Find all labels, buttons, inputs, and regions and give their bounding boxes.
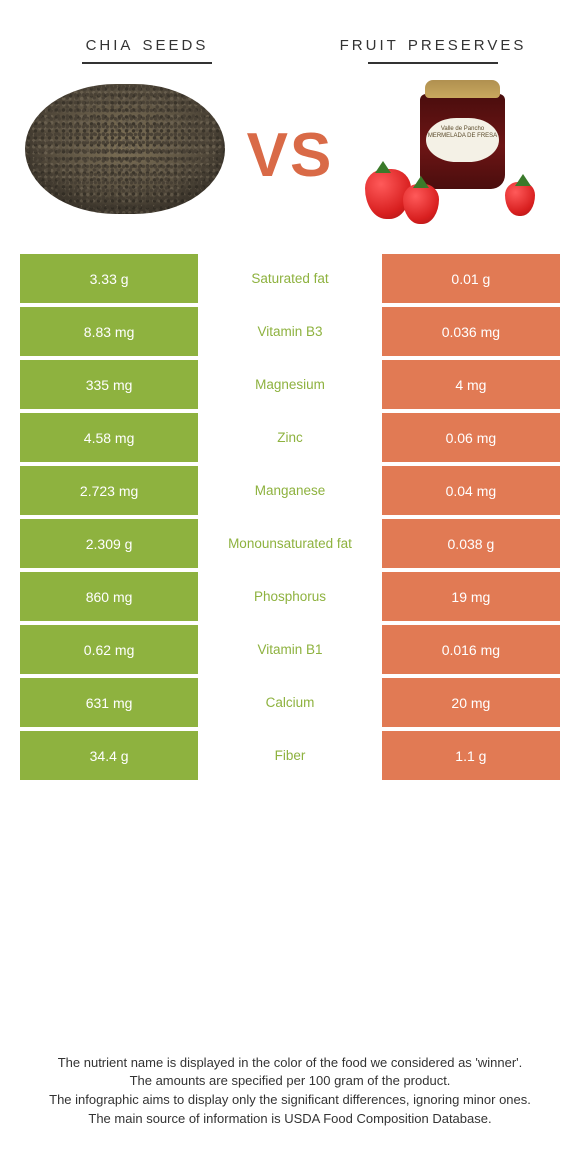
cell-right-value: 0.038 g: [382, 519, 560, 568]
cell-left-value: 4.58 mg: [20, 413, 198, 462]
cell-nutrient-label: Phosphorus: [198, 572, 382, 621]
header: chia seeds fruit preserves: [0, 0, 580, 64]
footer-line: The amounts are specified per 100 gram o…: [35, 1072, 545, 1091]
cell-nutrient-label: Fiber: [198, 731, 382, 780]
jar-label-line2: MERMELADA DE FRESA: [428, 133, 497, 139]
table-row: 34.4 gFiber1.1 g: [20, 731, 560, 780]
strawberry-icon: [403, 184, 439, 224]
table-row: 860 mgPhosphorus19 mg: [20, 572, 560, 621]
footer-line: The infographic aims to display only the…: [35, 1091, 545, 1110]
cell-right-value: 0.01 g: [382, 254, 560, 303]
strawberry-icon: [505, 182, 535, 216]
cell-nutrient-label: Monounsaturated fat: [198, 519, 382, 568]
jar-label-line1: Valle de Pancho: [441, 126, 484, 132]
cell-nutrient-label: Magnesium: [198, 360, 382, 409]
table-row: 4.58 mgZinc0.06 mg: [20, 413, 560, 462]
cell-right-value: 0.016 mg: [382, 625, 560, 674]
cell-left-value: 335 mg: [20, 360, 198, 409]
cell-right-value: 0.036 mg: [382, 307, 560, 356]
cell-nutrient-label: Manganese: [198, 466, 382, 515]
table-row: 0.62 mgVitamin B10.016 mg: [20, 625, 560, 674]
cell-right-value: 20 mg: [382, 678, 560, 727]
cell-left-value: 34.4 g: [20, 731, 198, 780]
cell-left-value: 0.62 mg: [20, 625, 198, 674]
header-right: fruit preserves: [316, 30, 550, 64]
cell-nutrient-label: Vitamin B3: [198, 307, 382, 356]
comparison-table: 3.33 gSaturated fat0.01 g8.83 mgVitamin …: [20, 254, 560, 780]
title-left: chia seeds: [30, 30, 264, 56]
table-row: 335 mgMagnesium4 mg: [20, 360, 560, 409]
footer: The nutrient name is displayed in the co…: [35, 1054, 545, 1129]
chia-seeds-image: [25, 84, 225, 214]
cell-nutrient-label: Zinc: [198, 413, 382, 462]
images-row: VS Valle de Pancho MERMELADA DE FRESA: [0, 74, 580, 244]
cell-left-value: 631 mg: [20, 678, 198, 727]
vs-badge: VS: [247, 120, 334, 191]
header-left: chia seeds: [30, 30, 264, 64]
cell-nutrient-label: Saturated fat: [198, 254, 382, 303]
cell-left-value: 2.723 mg: [20, 466, 198, 515]
table-row: 3.33 gSaturated fat0.01 g: [20, 254, 560, 303]
seed-pile-icon: [25, 84, 225, 214]
cell-right-value: 0.06 mg: [382, 413, 560, 462]
table-row: 631 mgCalcium20 mg: [20, 678, 560, 727]
jar-icon: Valle de Pancho MERMELADA DE FRESA: [420, 94, 505, 189]
title-right-underline: [368, 62, 498, 64]
cell-left-value: 8.83 mg: [20, 307, 198, 356]
cell-left-value: 860 mg: [20, 572, 198, 621]
jar-scene-icon: Valle de Pancho MERMELADA DE FRESA: [365, 94, 535, 224]
footer-line: The nutrient name is displayed in the co…: [35, 1054, 545, 1073]
fruit-preserves-image: Valle de Pancho MERMELADA DE FRESA: [365, 94, 535, 224]
cell-right-value: 0.04 mg: [382, 466, 560, 515]
table-row: 2.723 mgManganese0.04 mg: [20, 466, 560, 515]
cell-left-value: 3.33 g: [20, 254, 198, 303]
cell-right-value: 19 mg: [382, 572, 560, 621]
footer-line: The main source of information is USDA F…: [35, 1110, 545, 1129]
table-row: 8.83 mgVitamin B30.036 mg: [20, 307, 560, 356]
title-right: fruit preserves: [316, 30, 550, 56]
table-row: 2.309 gMonounsaturated fat0.038 g: [20, 519, 560, 568]
cell-right-value: 1.1 g: [382, 731, 560, 780]
cell-nutrient-label: Calcium: [198, 678, 382, 727]
cell-right-value: 4 mg: [382, 360, 560, 409]
cell-left-value: 2.309 g: [20, 519, 198, 568]
title-left-underline: [82, 62, 212, 64]
jar-label: Valle de Pancho MERMELADA DE FRESA: [426, 118, 499, 162]
cell-nutrient-label: Vitamin B1: [198, 625, 382, 674]
